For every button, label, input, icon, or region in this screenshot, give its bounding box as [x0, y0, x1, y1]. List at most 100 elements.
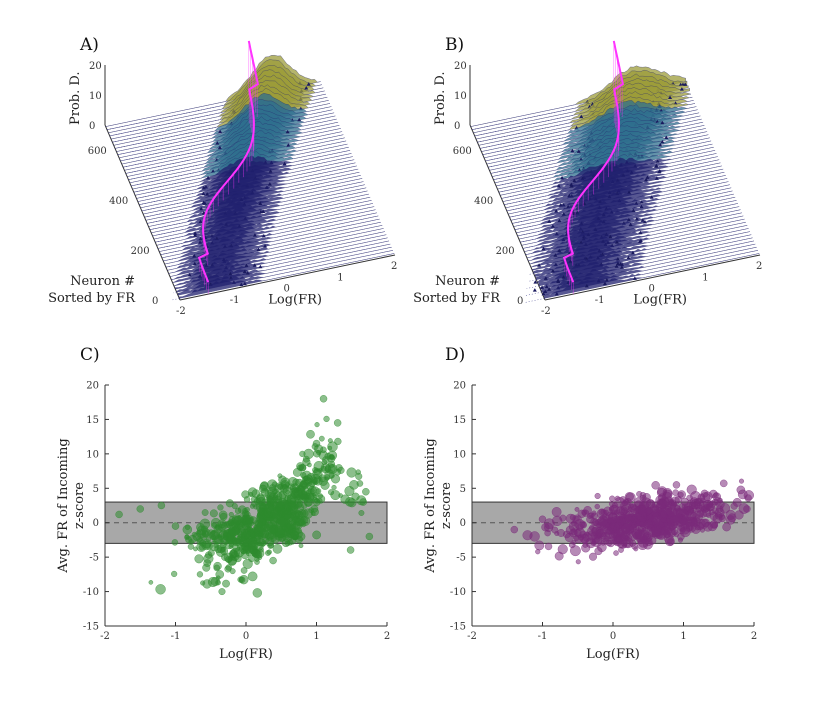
data-point — [318, 435, 325, 442]
surface-marker — [660, 120, 665, 125]
trail-line — [498, 180, 555, 193]
surface-marker — [198, 219, 203, 224]
surface-marker — [655, 159, 660, 163]
data-point — [609, 536, 617, 544]
data-point — [277, 501, 285, 510]
data-point — [205, 551, 213, 559]
data-point — [302, 455, 310, 463]
x-tick-label: 1 — [337, 272, 343, 283]
trail-line — [139, 192, 198, 205]
data-point — [229, 568, 236, 575]
surface-marker — [215, 141, 220, 145]
data-point — [213, 561, 222, 571]
y-tick-label: 0 — [517, 296, 523, 307]
data-point — [237, 533, 246, 543]
panel-label-C: C) — [80, 345, 100, 365]
data-point — [651, 505, 660, 513]
data-point — [273, 488, 279, 494]
y-tick-label: 0 — [460, 518, 466, 529]
data-point — [157, 501, 166, 510]
y-tick-label: 15 — [86, 415, 99, 426]
surface-marker — [654, 176, 659, 180]
surface-marker — [187, 272, 192, 277]
surface-marker — [572, 211, 577, 216]
data-point — [681, 503, 689, 510]
data-point — [669, 515, 680, 526]
y-tick-label: 600 — [453, 146, 472, 157]
x-tick-label: 0 — [284, 284, 290, 295]
data-point — [211, 522, 218, 529]
data-point — [244, 506, 250, 513]
surface-marker — [554, 292, 559, 296]
data-point — [306, 429, 315, 439]
data-point — [228, 511, 234, 518]
surface-marker — [306, 82, 311, 86]
data-point — [346, 467, 357, 478]
data-point — [580, 521, 587, 529]
data-point — [574, 529, 582, 537]
data-point — [257, 507, 265, 515]
y-tick-label: -5 — [456, 553, 466, 564]
surface-marker — [642, 219, 647, 224]
surface-marker — [268, 169, 273, 173]
surface-marker — [285, 129, 290, 134]
data-point — [292, 467, 302, 477]
trail-line — [171, 278, 176, 280]
y-tick-label: 20 — [453, 381, 466, 392]
data-point — [255, 494, 266, 505]
data-point — [736, 485, 746, 495]
z-tick-label: 10 — [89, 91, 102, 102]
y-tick-label: 10 — [453, 449, 466, 460]
data-point — [242, 539, 250, 548]
data-point — [276, 483, 284, 490]
data-point — [199, 532, 208, 541]
surface-marker — [626, 217, 631, 222]
data-point — [662, 491, 672, 502]
data-point — [242, 529, 249, 535]
data-point — [115, 510, 123, 519]
trail-line — [493, 165, 559, 180]
y-axis-label-2: Sorted by FR — [48, 291, 136, 306]
x-axis-label: Log(FR) — [268, 292, 322, 307]
z-axis-label: Prob. D. — [433, 72, 448, 125]
y-tick-label: -10 — [83, 587, 99, 598]
surface-marker — [547, 219, 552, 223]
y-axis-label-2: z-score — [439, 482, 454, 529]
data-point — [538, 515, 547, 524]
data-point — [334, 437, 342, 446]
trail-line — [165, 264, 179, 268]
y-tick-label: -10 — [450, 587, 466, 598]
data-point — [187, 543, 194, 550]
surface-marker — [626, 255, 631, 260]
data-point — [678, 525, 685, 532]
y-tick-label: 400 — [109, 196, 128, 207]
surface-marker — [282, 161, 287, 166]
surface-marker — [561, 212, 566, 216]
y-axis-label-1: Neuron # — [70, 274, 135, 289]
y-axis-label-1: Neuron # — [435, 274, 500, 289]
data-point — [277, 534, 286, 543]
data-point — [356, 480, 364, 487]
surface-marker — [576, 149, 581, 153]
surface-marker — [657, 169, 662, 174]
data-point — [299, 450, 306, 458]
data-point — [541, 523, 550, 532]
data-point — [286, 493, 297, 504]
trail-line — [482, 136, 568, 155]
data-point — [334, 468, 341, 476]
surface-marker — [660, 139, 665, 144]
trail-line — [496, 173, 557, 187]
surface-marker — [664, 135, 669, 140]
data-point — [651, 481, 660, 490]
x-tick-label: 1 — [702, 272, 708, 283]
x-tick-label: -1 — [171, 631, 181, 642]
data-point — [171, 522, 180, 530]
data-point — [323, 415, 330, 423]
surface-marker — [567, 193, 572, 198]
data-point — [312, 530, 322, 540]
data-point — [732, 497, 742, 507]
surface-marker — [239, 282, 244, 287]
surface-marker — [202, 201, 207, 205]
